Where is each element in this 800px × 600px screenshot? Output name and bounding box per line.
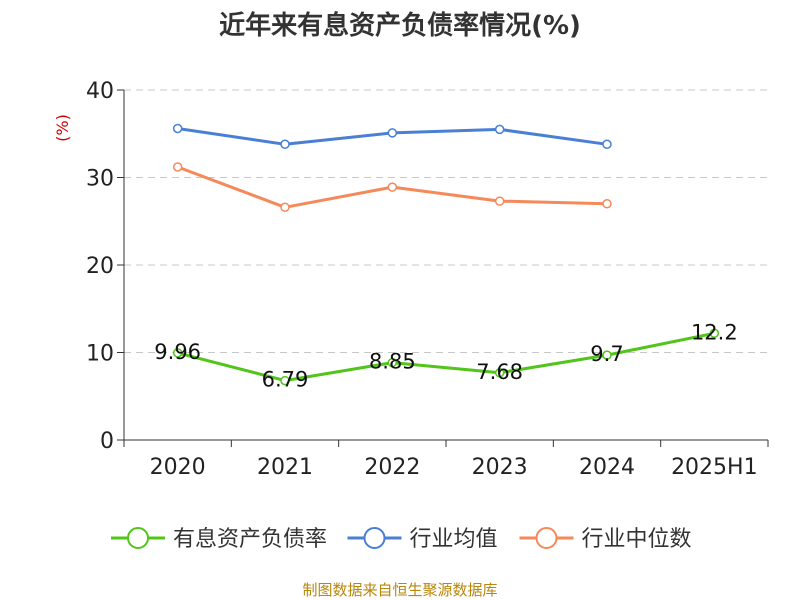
data-point [280,139,290,149]
data-point [172,162,183,172]
data-point [709,328,720,338]
x-tick-label: 2021 [257,455,313,480]
grid-lines [124,89,768,353]
y-tick-label: 10 [86,342,114,367]
x-tick-label: 2024 [579,455,635,480]
axes: 0 10 20 30 40 2020 2021 2022 2023 2024 2025H1 [86,79,769,480]
data-point [387,357,398,368]
chart-title: 近年来有息资产负债率情况(%) [219,10,581,41]
data-labels: 9.96 6.79 8.85 7.68 9.7 12.2 [154,320,737,391]
data-label: 8.85 [369,350,416,374]
legend-marker [127,527,149,549]
y-tick-label: 30 [86,167,114,192]
x-tick-label: 2025H1 [671,455,758,480]
y-tick-label: 0 [100,429,114,454]
y-axis-label: (%) [53,114,72,142]
x-tick-label: 2022 [364,455,420,480]
series-group [172,123,720,386]
y-tick-label: 20 [86,254,114,279]
x-tick-label: 2020 [150,455,206,480]
legend-label: 有息资产负债率 [173,527,327,552]
y-tick-label: 40 [86,79,114,104]
data-point [494,368,505,378]
data-point [280,375,290,386]
data-label: 6.79 [262,368,309,392]
data-point [387,182,398,192]
data-point [387,128,398,138]
data-point [494,196,505,206]
data-label: 9.7 [590,342,623,366]
data-label: 7.68 [476,360,523,384]
data-point [172,123,183,134]
data-point [602,139,612,149]
legend-label: 行业均值 [410,527,498,552]
series-line-1 [177,331,715,383]
data-point [280,202,290,212]
x-tick-label: 2023 [472,455,528,480]
legend: 有息资产负债率 行业均值 行业中位数 [111,527,692,552]
source-note: 制图数据来自恒生聚源数据库 [302,581,497,599]
legend-marker [535,527,558,549]
data-label: 12.2 [691,320,738,344]
data-point [494,124,505,135]
data-label: 9.96 [154,340,201,364]
data-point [172,348,183,358]
data-point [602,199,612,209]
data-point [602,350,612,360]
legend-marker [363,527,386,549]
legend-label: 行业中位数 [582,527,692,552]
